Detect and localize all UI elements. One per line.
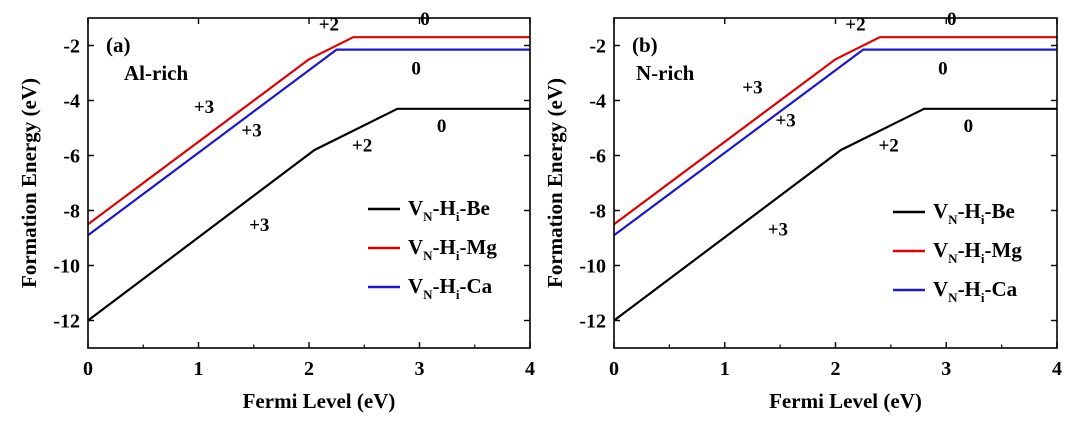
series-line-mg: [87, 36, 530, 226]
legend-text: V: [933, 277, 948, 301]
condition-label: N-rich: [636, 61, 695, 85]
legend-entry: VN-Hi-Be: [933, 199, 1015, 227]
x-tick-label: 3: [415, 358, 425, 380]
x-tick-label: 1: [194, 358, 204, 380]
series-line-ca: [87, 48, 530, 237]
legend-text: -Ca: [460, 274, 493, 298]
charge-annotation: +3: [742, 78, 762, 99]
legend-text: V: [933, 199, 948, 223]
legend-entry: VN-Hi-Mg: [408, 235, 497, 263]
legend-text: -Be: [460, 196, 490, 220]
y-tick-label: -10: [579, 256, 606, 278]
charge-annotation: +2: [352, 135, 372, 156]
charge-annotation: +3: [775, 111, 795, 132]
charge-annotation: 0: [964, 116, 974, 137]
y-axis-label: Formation Energy (eV): [543, 78, 567, 288]
charge-annotation: +2: [845, 14, 865, 35]
legend-text: -H: [433, 196, 456, 220]
y-tick-label: -2: [63, 36, 80, 58]
legend-text: -H: [958, 199, 981, 223]
chart-panel-b: 0 1 2 3 4 -2 -4 -6 -8 -10 -12 Fermi Level (eV) Forma…: [543, 9, 1062, 413]
x-axis-label: Fermi Level (eV): [769, 389, 922, 413]
charge-annotation: +3: [241, 120, 261, 141]
series-line-mg: [613, 36, 1057, 226]
legend-text: V: [408, 274, 423, 298]
y-tick-label: -8: [589, 201, 606, 223]
legend-text: V: [408, 235, 423, 259]
y-tick-label: -8: [63, 201, 80, 223]
x-tick-label: 4: [1052, 358, 1062, 380]
legend-subscript: i: [981, 251, 985, 266]
legend-text: -H: [958, 277, 981, 301]
legend-text: -H: [433, 235, 456, 259]
x-tick-label: 0: [609, 358, 619, 380]
y-tick-label: -4: [589, 91, 606, 113]
condition-label: Al-rich: [124, 61, 188, 85]
charge-annotation: +2: [319, 14, 339, 35]
legend-text: -Mg: [985, 238, 1023, 262]
legend-text: -Mg: [460, 235, 498, 259]
legend-text: -Be: [985, 199, 1015, 223]
legend-text: V: [933, 238, 948, 262]
legend-text: -H: [433, 274, 456, 298]
y-tick-label: -12: [53, 311, 80, 333]
x-tick-label: 2: [304, 358, 314, 380]
panel-label: (b): [632, 33, 658, 57]
x-tick-label: 3: [941, 358, 951, 380]
series-line-ca: [613, 48, 1057, 237]
charge-annotation: 0: [411, 58, 421, 79]
charge-annotation: +3: [249, 215, 269, 236]
legend-subscript: i: [981, 212, 985, 227]
legend-subscript: i: [456, 248, 460, 263]
panel-label: (a): [106, 33, 131, 57]
charge-annotation: +3: [768, 219, 788, 240]
legend-entry: VN-Hi-Ca: [933, 277, 1018, 305]
legend-subscript: N: [423, 287, 433, 302]
legend-subscript: i: [981, 290, 985, 305]
y-tick-label: -6: [589, 146, 606, 168]
series-line-be: [613, 107, 1057, 322]
y-tick-label: -6: [63, 146, 80, 168]
legend-entry: VN-Hi-Mg: [933, 238, 1022, 266]
charge-annotation: +3: [194, 97, 214, 118]
y-tick-label: -2: [589, 36, 606, 58]
legend-subscript: N: [423, 248, 433, 263]
y-tick-label: -12: [579, 311, 606, 333]
x-tick-label: 0: [83, 358, 93, 380]
legend-subscript: N: [948, 212, 958, 227]
x-tick-label: 4: [525, 358, 535, 380]
legend-subscript: N: [948, 251, 958, 266]
legend-text: V: [408, 196, 423, 220]
legend-subscript: N: [423, 209, 433, 224]
charge-annotation: 0: [420, 9, 430, 30]
x-axis-label: Fermi Level (eV): [243, 389, 396, 413]
y-axis-label: Formation Energy (eV): [17, 78, 41, 288]
x-tick-label: 1: [720, 358, 730, 380]
y-tick-label: -4: [63, 91, 80, 113]
legend-entry: VN-Hi-Be: [408, 196, 490, 224]
x-tick-label: 2: [831, 358, 841, 380]
charge-annotation: 0: [938, 58, 948, 79]
legend-subscript: N: [948, 290, 958, 305]
legend-subscript: i: [456, 287, 460, 302]
legend-text: -Ca: [985, 277, 1018, 301]
y-tick-label: -10: [53, 256, 80, 278]
legend-entry: VN-Hi-Ca: [408, 274, 493, 302]
chart-panel-a: 0 1 2 3 4 -2 -4 -6 -8 -10 -12 Fermi Level (eV) Forma…: [17, 9, 535, 413]
charge-annotation: 0: [437, 116, 447, 137]
legend-subscript: i: [456, 209, 460, 224]
charge-annotation: +2: [878, 135, 898, 156]
charge-annotation: 0: [947, 9, 957, 30]
series-line-be: [87, 107, 530, 322]
legend-text: -H: [958, 238, 981, 262]
